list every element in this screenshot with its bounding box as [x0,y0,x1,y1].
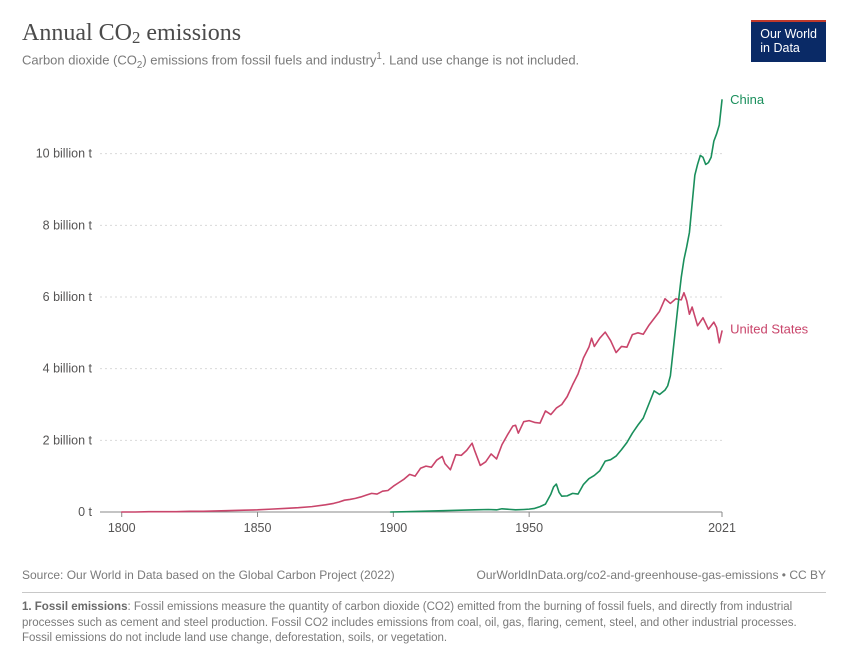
line-chart: 0 t 2 billion t 4 billion t 6 billion t 8 bi… [22,78,826,548]
x-axis-tick-label: 1950 [515,521,543,535]
x-axis-tick-label: 1900 [379,521,407,535]
footnote-text: : Fossil emissions measure the quantity … [22,601,797,644]
y-axis-tick-label: 8 billion t [43,218,93,232]
source-line: Source: Our World in Data based on the G… [22,564,826,582]
y-axis-tick-label: 2 billion t [43,433,93,447]
chart-area: 0 t 2 billion t 4 billion t 6 billion t 8 bi… [22,78,826,548]
logo-line-2: in Data [760,41,800,55]
x-axis-tick-label: 1850 [244,521,272,535]
source-text-right: OurWorldInData.org/co2-and-greenhouse-ga… [477,568,826,582]
footnote-label: 1. Fossil emissions [22,601,127,613]
source-text-left: Source: Our World in Data based on the G… [22,568,395,582]
x-axis-tick-label: 2021 [708,521,736,535]
chart-subtitle: Carbon dioxide (CO2) emissions from foss… [22,51,826,71]
series-line-united-states [122,293,722,512]
series-label-united-states: United States [730,321,809,336]
series-line-china [391,100,722,512]
divider-rule [22,592,826,593]
chart-header: Annual CO2 emissions Carbon dioxide (CO2… [22,20,826,71]
logo-line-1: Our World [760,27,817,41]
footnote: 1. Fossil emissions: Fossil emissions me… [22,600,826,647]
y-axis-tick-label: 0 t [78,505,92,519]
x-axis-tick-label: 1800 [108,521,136,535]
y-axis-tick-label: 10 billion t [36,147,93,161]
y-axis-tick-label: 4 billion t [43,362,93,376]
series-label-china: China [730,92,765,107]
y-axis-tick-label: 6 billion t [43,290,93,304]
chart-title: Annual CO2 emissions [22,20,826,47]
owid-logo: Our World in Data [751,20,826,62]
page: Annual CO2 emissions Carbon dioxide (CO2… [0,0,848,664]
